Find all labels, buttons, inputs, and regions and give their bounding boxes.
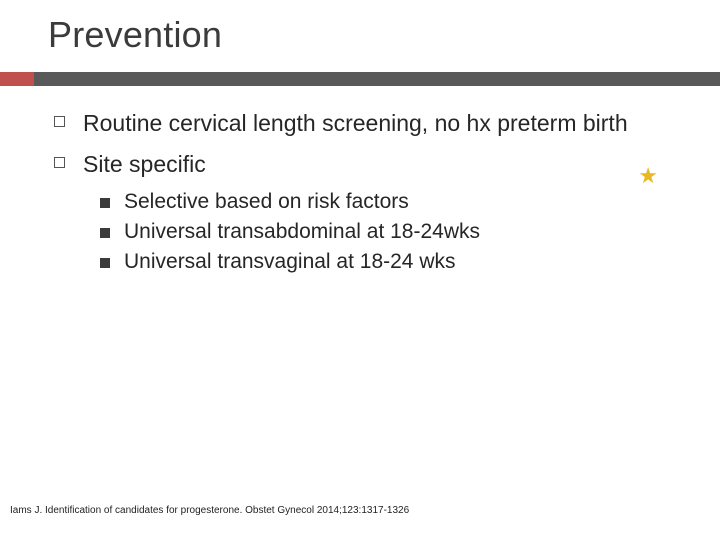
filled-square-bullet-icon xyxy=(100,258,110,268)
citation-text: Iams J. Identification of candidates for… xyxy=(10,505,409,516)
list-item: Routine cervical length screening, no hx… xyxy=(54,108,690,139)
underline-accent xyxy=(0,72,34,86)
content-area: Routine cervical length screening, no hx… xyxy=(54,108,690,280)
underline-main xyxy=(34,72,720,86)
sub-list-item-text: Universal transvaginal at 18-24 wks xyxy=(124,250,456,274)
sub-list: Selective based on risk factors Universa… xyxy=(100,190,690,274)
filled-square-bullet-icon xyxy=(100,198,110,208)
list-item: Site specific xyxy=(54,149,690,180)
list-item-text: Routine cervical length screening, no hx… xyxy=(83,108,628,139)
slide-title: Prevention xyxy=(48,14,222,56)
slide: Prevention Routine cervical length scree… xyxy=(0,0,720,540)
filled-square-bullet-icon xyxy=(100,228,110,238)
star-icon: ★ xyxy=(638,165,658,187)
list-item-text: Site specific xyxy=(83,149,206,180)
square-bullet-icon xyxy=(54,116,65,127)
square-bullet-icon xyxy=(54,157,65,168)
sub-list-item: Selective based on risk factors xyxy=(100,190,690,214)
sub-list-item: Universal transvaginal at 18-24 wks xyxy=(100,250,690,274)
sub-list-item: Universal transabdominal at 18-24wks xyxy=(100,220,690,244)
sub-list-item-text: Universal transabdominal at 18-24wks xyxy=(124,220,480,244)
sub-list-item-text: Selective based on risk factors xyxy=(124,190,409,214)
title-underline xyxy=(0,72,720,86)
